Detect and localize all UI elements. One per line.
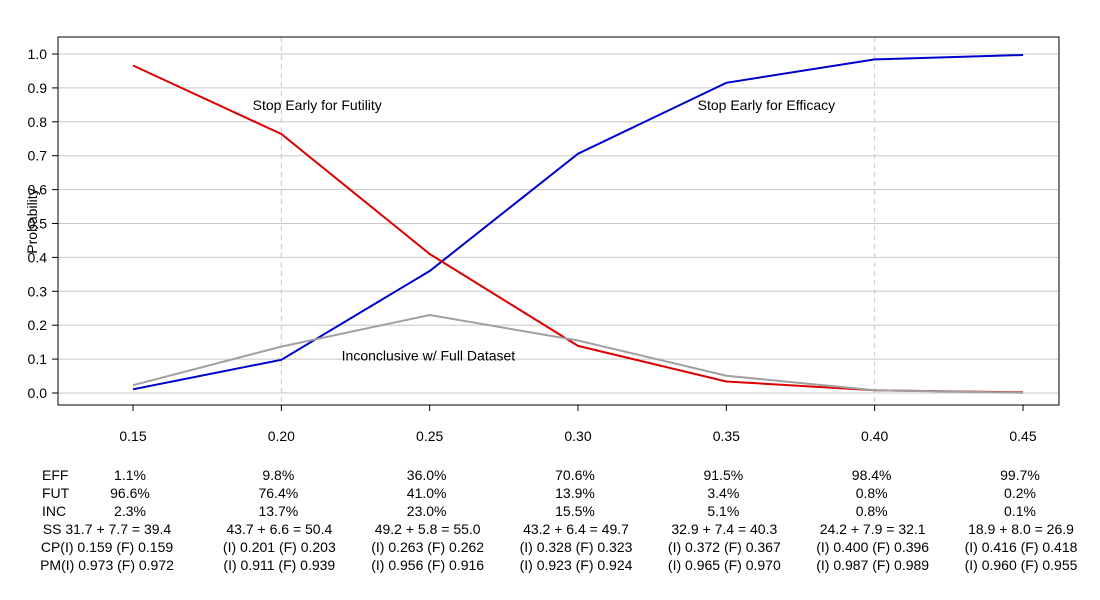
table-cell: 0.2% [1004, 485, 1036, 501]
table-cell: 41.0% [406, 485, 447, 501]
series-line-1 [132, 64, 1024, 394]
table-cell: (I) 0.923 (F) 0.924 [519, 557, 633, 573]
table-cell: (I) 0.960 (F) 0.955 [964, 557, 1078, 573]
table-cell: 13.7% [258, 503, 299, 519]
table-cell: (I) 0.987 (F) 0.989 [816, 557, 930, 573]
table-cell: (I) 0.956 (F) 0.916 [371, 557, 485, 573]
y-tick-label: 0.0 [28, 385, 48, 401]
table-cell: 13.9% [555, 485, 595, 501]
table-cell: 98.4% [851, 467, 892, 483]
table-cell: 36.0% [406, 467, 447, 483]
annotations: Stop Early for Futility Stop Early for Ef… [253, 97, 835, 364]
y-tick-label: 0.6 [28, 182, 48, 198]
table-row-label: FUT [42, 485, 70, 501]
x-tick-label: 0.45 [1009, 428, 1036, 444]
table-cell: 43.2 + 6.4 = 49.7 [523, 521, 629, 537]
y-tick-label: 0.3 [28, 283, 48, 299]
y-tick-label: 0.1 [28, 351, 48, 367]
table-cell: 0.8% [855, 503, 888, 519]
table-cell: 99.7% [1000, 467, 1040, 483]
table-row-label: INC [42, 503, 67, 519]
y-tick-label: 0.7 [28, 148, 48, 164]
chart-annotation: Stop Early for Futility [253, 97, 382, 113]
series-line-0 [132, 54, 1024, 391]
table-cell: 76.4% [258, 485, 299, 501]
table-cell: 18.9 + 8.0 = 26.9 [968, 521, 1074, 537]
chart-annotation: Inconclusive w/ Full Dataset [342, 348, 516, 364]
y-tick-label: 0.9 [28, 80, 48, 96]
x-tick-label: 0.15 [119, 428, 146, 444]
y-tick-label: 1.0 [28, 46, 48, 62]
table-cell: 3.4% [707, 485, 740, 501]
table-cell: 0.1% [1004, 503, 1036, 519]
y-axis: 0.0 0.1 0.2 0.3 0.4 0.5 0.6 0.7 0.8 0.9 1.0 [28, 46, 58, 401]
table-cell: 23.0% [406, 503, 447, 519]
table-cell: SS 31.7 + 7.7 = 39.4 [42, 521, 172, 537]
table-cell: 15.5% [555, 503, 595, 519]
probability-chart: 0.00.10.20.30.40.50.60.70.80.91.0 0.15 0.… [24, 36, 1060, 444]
grid-lines [58, 53, 1059, 394]
table-cell: 70.6% [555, 467, 595, 483]
series-line-2 [132, 313, 1024, 394]
y-tick-label: 0.2 [28, 317, 48, 333]
table-cell: 91.5% [703, 467, 744, 483]
table-cell: (I) 0.911 (F) 0.939 [223, 557, 336, 573]
table-cell: (I) 0.263 (F) 0.262 [371, 539, 485, 555]
table-cell: 32.9 + 7.4 = 40.3 [671, 521, 778, 537]
y-axis-label: Probability [24, 188, 40, 253]
x-tick-label: 0.35 [713, 428, 740, 444]
table-cell: 49.2 + 5.8 = 55.0 [374, 521, 481, 537]
x-tick-label: 0.25 [416, 428, 443, 444]
y-tick-label: 0.5 [28, 216, 48, 232]
table-cell: PM(I) 0.973 (F) 0.972 [40, 557, 174, 573]
y-tick-label: 0.4 [28, 249, 48, 265]
x-tick-label: 0.30 [564, 428, 591, 444]
plot-frame [57, 36, 1060, 406]
table-cell: 43.7 + 6.6 = 50.4 [226, 521, 333, 537]
table-row-label: EFF [42, 467, 69, 483]
table-cell: (I) 0.416 (F) 0.418 [964, 539, 1078, 555]
table-cell: CP(I) 0.159 (F) 0.159 [40, 539, 174, 555]
table-cell: 5.1% [707, 503, 740, 519]
table-cell: (I) 0.328 (F) 0.323 [519, 539, 633, 555]
x-axis: 0.15 0.20 0.25 0.30 0.35 0.40 0.45 [119, 405, 1037, 444]
series-lines [132, 54, 1024, 394]
reference-vlines [280, 37, 876, 405]
table-cell: 0.8% [855, 485, 888, 501]
table-cell: (I) 0.372 (F) 0.367 [667, 539, 781, 555]
table-cell: (I) 0.201 (F) 0.203 [222, 539, 336, 555]
table-cell: (I) 0.400 (F) 0.396 [816, 539, 930, 555]
table-cell: 2.3% [114, 503, 146, 519]
table-cell: 96.6% [110, 485, 150, 501]
table-cell: 1.1% [114, 467, 146, 483]
x-tick-label: 0.40 [861, 428, 888, 444]
table-cell: (I) 0.965 (F) 0.970 [667, 557, 781, 573]
table-cell: 9.8% [262, 467, 295, 483]
x-tick-label: 0.20 [268, 428, 295, 444]
y-tick-label: 0.8 [28, 114, 48, 130]
table-cell: 24.2 + 7.9 = 32.1 [819, 521, 926, 537]
chart-annotation: Stop Early for Efficacy [698, 97, 835, 113]
